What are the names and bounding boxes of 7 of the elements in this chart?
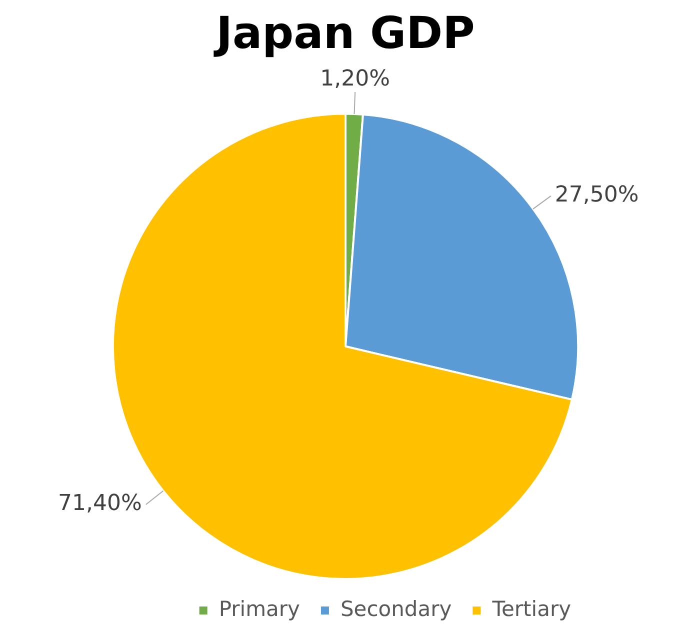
chart-title: Japan GDP — [213, 8, 475, 59]
legend-label: Tertiary — [491, 596, 571, 621]
data-label: 27,50% — [554, 182, 639, 208]
data-label: 71,40% — [58, 491, 142, 516]
legend-label: Primary — [218, 596, 300, 621]
data-label: 1,20% — [320, 66, 390, 92]
legend-label: Secondary — [340, 596, 452, 621]
